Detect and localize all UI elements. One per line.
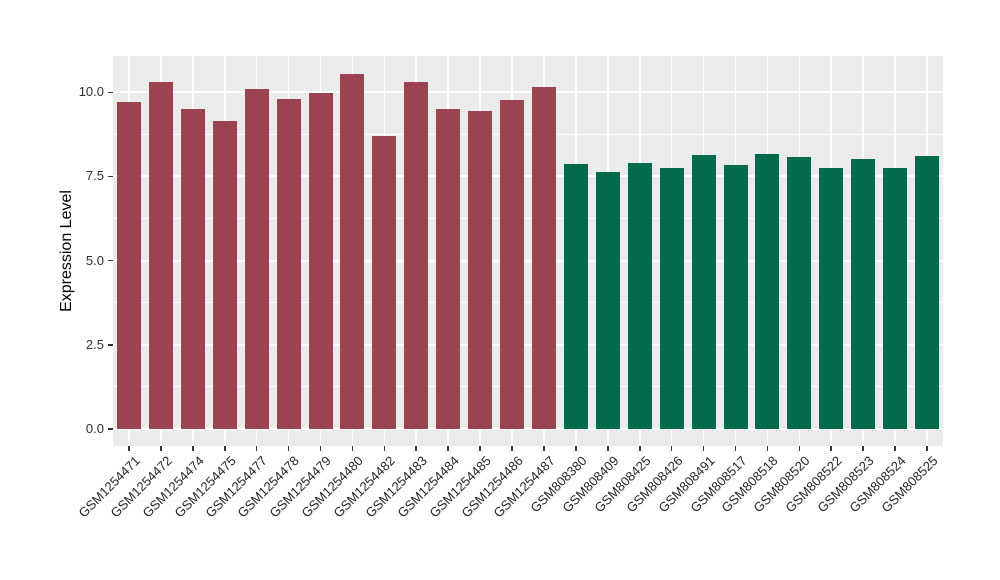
bar-GSM808523 bbox=[851, 159, 876, 429]
gridline-major bbox=[113, 343, 943, 346]
bar-GSM1254479 bbox=[308, 92, 333, 429]
y-tick-label: 7.5 bbox=[85, 168, 104, 184]
y-tick-mark bbox=[108, 175, 113, 178]
y-tick-mark bbox=[108, 91, 113, 94]
bar-GSM1254474 bbox=[180, 108, 205, 429]
x-tick-mark bbox=[192, 446, 194, 451]
bar-GSM1254483 bbox=[404, 82, 429, 429]
x-tick-mark bbox=[543, 446, 545, 451]
x-tick-mark bbox=[223, 446, 226, 451]
y-tick-mark bbox=[108, 259, 113, 262]
x-tick-mark bbox=[575, 446, 577, 451]
gridline-major bbox=[113, 91, 943, 94]
bar-GSM808520 bbox=[787, 157, 812, 429]
gridline-minor bbox=[113, 302, 943, 304]
bar-GSM808380 bbox=[563, 164, 588, 429]
bar-GSM808525 bbox=[915, 155, 940, 429]
y-axis-title: Expression Level bbox=[58, 190, 75, 312]
bar-GSM1254485 bbox=[468, 111, 493, 429]
x-tick-mark bbox=[607, 446, 609, 451]
bar-GSM808425 bbox=[627, 163, 652, 429]
y-tick-mark bbox=[108, 428, 113, 430]
x-tick-mark bbox=[447, 446, 449, 451]
bar-GSM808426 bbox=[659, 168, 684, 429]
x-tick-mark bbox=[638, 446, 641, 451]
x-tick-mark bbox=[287, 446, 290, 451]
x-tick-mark bbox=[670, 446, 673, 451]
y-tick-label: 2.5 bbox=[85, 336, 104, 352]
x-tick-mark bbox=[511, 446, 513, 451]
bar-GSM1254484 bbox=[436, 108, 461, 429]
y-tick-label: 0.0 bbox=[85, 421, 104, 436]
gridline-minor bbox=[113, 133, 943, 135]
bar-GSM1254487 bbox=[531, 86, 556, 429]
x-tick-mark bbox=[862, 446, 864, 451]
x-tick-mark bbox=[798, 446, 801, 451]
bar-GSM808409 bbox=[595, 171, 620, 429]
bar-GSM808522 bbox=[819, 167, 844, 429]
x-tick-mark bbox=[766, 446, 769, 451]
bar-GSM1254472 bbox=[148, 81, 173, 429]
x-tick-mark bbox=[128, 446, 130, 451]
x-tick-mark bbox=[160, 446, 162, 451]
x-tick-mark bbox=[734, 446, 737, 451]
bar-GSM1254480 bbox=[340, 73, 365, 429]
bar-GSM1254486 bbox=[500, 100, 525, 429]
bar-GSM1254475 bbox=[212, 121, 237, 429]
bar-GSM1254482 bbox=[372, 136, 397, 429]
gridline-major bbox=[113, 175, 943, 178]
gridline-minor bbox=[113, 218, 943, 220]
x-tick-mark bbox=[383, 446, 386, 451]
gridline-minor bbox=[113, 386, 943, 388]
x-tick-mark bbox=[830, 446, 833, 451]
x-tick-mark bbox=[479, 446, 481, 451]
y-tick-mark bbox=[108, 344, 113, 346]
bar-GSM808524 bbox=[883, 168, 908, 429]
x-tick-mark bbox=[319, 446, 322, 451]
gridline-major bbox=[113, 259, 943, 262]
x-tick-mark bbox=[894, 446, 896, 451]
x-tick-mark bbox=[702, 446, 705, 451]
x-tick-mark bbox=[415, 446, 418, 451]
bar-GSM1254471 bbox=[116, 102, 141, 429]
x-tick-mark bbox=[926, 446, 928, 451]
x-tick-mark bbox=[255, 446, 258, 451]
y-tick-label: 10.0 bbox=[78, 84, 104, 100]
gridline-major bbox=[113, 428, 943, 430]
plot-panel bbox=[113, 56, 943, 446]
x-tick-mark bbox=[351, 446, 354, 451]
bar-GSM1254478 bbox=[276, 99, 301, 429]
bar-GSM808518 bbox=[755, 153, 780, 429]
bar-GSM808491 bbox=[691, 155, 716, 429]
y-tick-label: 5.0 bbox=[85, 252, 104, 268]
bar-GSM808517 bbox=[723, 165, 748, 429]
bar-GSM1254477 bbox=[244, 89, 269, 429]
